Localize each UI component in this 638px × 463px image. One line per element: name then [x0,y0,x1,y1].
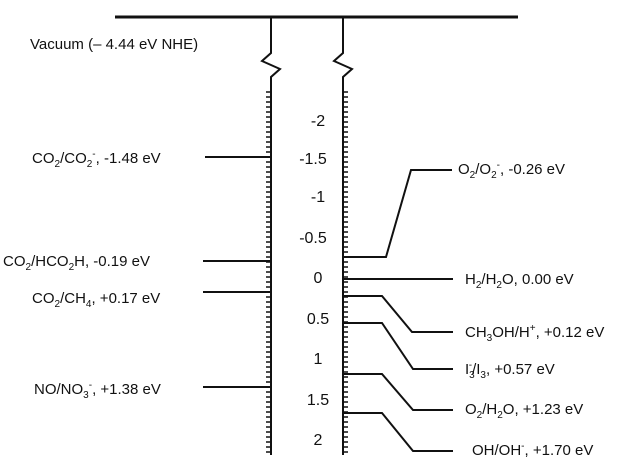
level-label-o2-h2o: O2/H2O, +1.23 eV [465,401,583,421]
level-line-ch3oh [343,295,453,333]
level-label-h2-h2o: H2/H2O, 0.00 eV [465,271,574,291]
scale-labels: -2 -1.5 -1 -0.5 0 0.5 1 1.5 2 [299,113,329,449]
scale-label: 0 [314,270,323,287]
level-label-ch3oh: CH3OH/H+, +0.12 eV [465,323,604,344]
left-level-lines [203,156,271,388]
scale-label: -0.5 [299,230,327,247]
scale-label: 1 [314,351,323,368]
level-line-oh-oh [343,412,453,452]
scale-label: 2 [314,432,323,449]
level-line-i3-i3 [343,322,453,370]
level-label-o2-o2: O2/O2-, -0.26 eV [458,160,565,181]
level-label-oh-oh: OH/OH-, +1.70 eV [472,441,593,459]
level-label-co2-hco2h: CO2/HCO2H, -0.19 eV [3,253,150,273]
level-label-co2-co2: CO2/CO2-, -1.48 eV [32,149,161,170]
level-line-o2-h2o [343,373,453,411]
scale-label: 1.5 [307,392,329,409]
right-level-lines [343,169,453,452]
scale-label: -2 [311,113,325,130]
scale-label: -1 [311,189,325,206]
scale-label: -1.5 [299,151,327,168]
level-label-i3-i3: I3-/I3, +0.57 eV [465,360,555,381]
axis-right-line [332,17,354,455]
scale-label: 0.5 [307,311,329,328]
level-label-no-no3: NO/NO3-, +1.38 eV [34,380,161,401]
level-label-co2-ch4: CO2/CH4, +0.17 eV [32,290,160,310]
axis-right-ticks [343,91,348,453]
level-line-o2-o2 [343,169,452,258]
axis-left-line [260,17,282,455]
vacuum-label: Vacuum (– 4.44 eV NHE) [30,36,198,53]
